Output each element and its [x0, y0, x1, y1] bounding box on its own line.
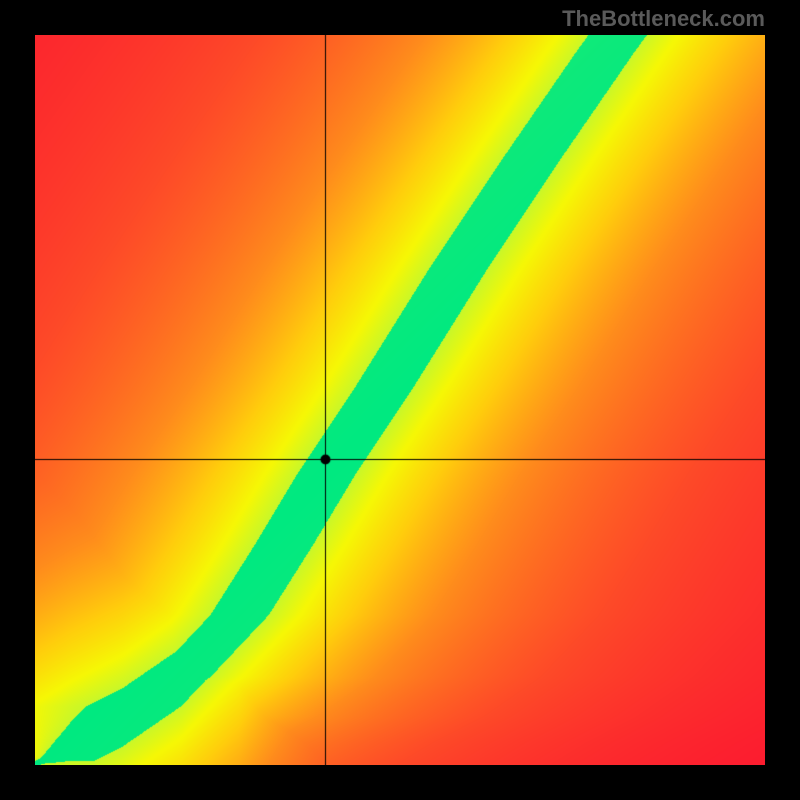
chart-container: TheBottleneck.com	[0, 0, 800, 800]
heatmap-canvas	[35, 35, 765, 765]
watermark-text: TheBottleneck.com	[562, 6, 765, 32]
